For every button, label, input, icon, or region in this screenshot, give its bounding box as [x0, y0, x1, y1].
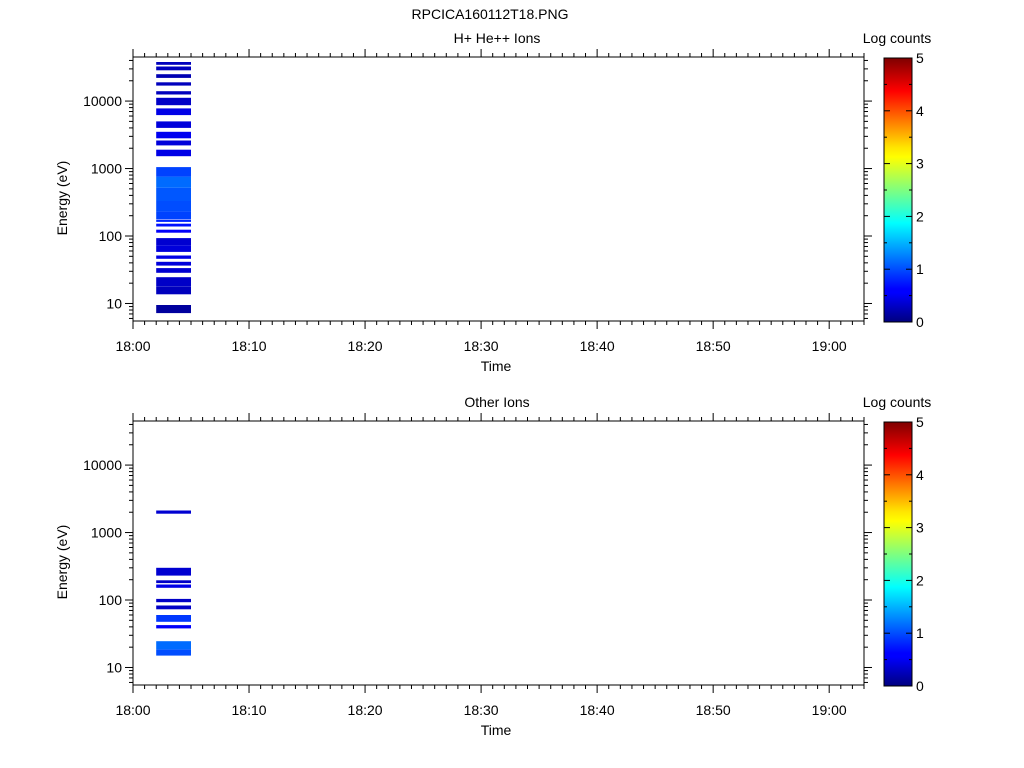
colorbar-tick-label: 0 — [916, 314, 924, 330]
spectrogram-band — [156, 67, 191, 71]
colorbar-gradient — [884, 58, 912, 322]
panel-title: H+ He++ Ions — [454, 30, 541, 46]
x-tick-label: 18:30 — [464, 338, 499, 354]
spectrogram-band — [156, 277, 191, 286]
spectrogram-band — [156, 74, 191, 78]
colorbar-tick-label: 4 — [916, 467, 924, 483]
colorbar-tick-label: 1 — [916, 625, 924, 641]
x-tick-label: 18:10 — [232, 702, 267, 718]
x-tick-label: 18:20 — [348, 338, 383, 354]
spectrogram-band — [156, 245, 191, 252]
y-tick-label: 10 — [106, 659, 122, 675]
spectrogram-band — [156, 238, 191, 245]
spectrogram-bands — [156, 511, 191, 656]
spectrogram-band — [156, 580, 191, 583]
x-tick-label: 18:40 — [580, 338, 615, 354]
spectrogram-band — [156, 201, 191, 212]
panel-title: Other Ions — [464, 394, 529, 410]
spectrogram-band — [156, 91, 191, 94]
spectrogram-band — [156, 224, 191, 227]
spectrogram-bands — [156, 62, 191, 313]
spectrogram-band — [156, 62, 191, 65]
plot-frame — [133, 421, 864, 685]
colorbar-tick-label: 5 — [916, 414, 924, 430]
y-tick-label: 100 — [99, 592, 123, 608]
colorbar-tick-label: 0 — [916, 678, 924, 694]
spectrogram-band — [156, 650, 191, 656]
spectrogram-band — [156, 599, 191, 602]
y-tick-label: 1000 — [91, 161, 122, 177]
spectrogram-band — [156, 82, 191, 85]
spectrogram-band — [156, 262, 191, 266]
y-axis: 10 100 1000 10000 — [83, 424, 872, 682]
x-tick-label: 18:20 — [348, 702, 383, 718]
colorbar-tick-label: 2 — [916, 572, 924, 588]
y-tick-label: 10 — [106, 295, 122, 311]
spectrogram-band — [156, 98, 191, 105]
x-tick-label: 18:50 — [696, 702, 731, 718]
spectrogram-band — [156, 167, 191, 177]
panel-other-ions: Other Ions 18:00 18:10 18:20 18:30 18:40 18:5… — [54, 394, 931, 738]
colorbar-tick-label: 2 — [916, 208, 924, 224]
spectrogram-band — [156, 615, 191, 622]
colorbar-tick-label: 3 — [916, 520, 924, 536]
spectrogram-band — [156, 568, 191, 576]
spectrogram-band — [156, 220, 191, 222]
y-tick-label: 10000 — [83, 93, 122, 109]
spectrogram-band — [156, 212, 191, 220]
x-axis-label: Time — [481, 358, 512, 374]
colorbar: Log counts 0 1 2 3 4 5 — [863, 30, 932, 330]
y-axis-label: Energy (eV) — [54, 161, 70, 236]
spectrogram-band — [156, 606, 191, 610]
spectrogram-band — [156, 268, 191, 273]
x-axis: 18:00 18:10 18:20 18:30 18:40 18:50 19:00 — [115, 49, 864, 354]
spectrogram-band — [156, 305, 191, 313]
colorbar-label: Log counts — [863, 394, 932, 410]
plot-frame — [133, 57, 864, 321]
spectrogram-band — [156, 188, 191, 201]
y-tick-label: 1000 — [91, 525, 122, 541]
colorbar-tick-label: 4 — [916, 103, 924, 119]
x-tick-label: 18:00 — [115, 338, 150, 354]
spectrogram-band — [156, 141, 191, 146]
x-axis-label: Time — [481, 722, 512, 738]
spectrogram-band — [156, 625, 191, 628]
x-tick-label: 18:30 — [464, 702, 499, 718]
spectrogram-band — [156, 585, 191, 588]
spectrogram-band — [156, 256, 191, 259]
y-axis-label: Energy (eV) — [54, 525, 70, 600]
spectrogram-band — [156, 177, 191, 188]
x-tick-label: 18:10 — [232, 338, 267, 354]
colorbar: Log counts 0 1 2 3 4 5 — [863, 394, 932, 694]
colorbar-tick-label: 1 — [916, 261, 924, 277]
x-tick-label: 19:00 — [812, 702, 847, 718]
spectrogram-band — [156, 150, 191, 157]
x-tick-label: 18:00 — [115, 702, 150, 718]
y-axis: 10 100 1000 10000 — [83, 60, 872, 318]
spectrogram-band — [156, 641, 191, 649]
y-tick-label: 100 — [99, 228, 123, 244]
x-axis: 18:00 18:10 18:20 18:30 18:40 18:50 19:00 — [115, 413, 864, 718]
spectrogram-band — [156, 511, 191, 514]
spectrogram-band — [156, 108, 191, 115]
spectrogram-band — [156, 121, 191, 128]
panel-h-he-ions: H+ He++ Ions 18:00 18:10 18:20 18:30 18:40 18… — [54, 30, 931, 374]
x-tick-label: 18:50 — [696, 338, 731, 354]
page-title: RPCICA160112T18.PNG — [412, 6, 569, 22]
colorbar-label: Log counts — [863, 30, 932, 46]
colorbar-tick-label: 3 — [916, 156, 924, 172]
spectrogram-band — [156, 230, 191, 233]
colorbar-gradient — [884, 422, 912, 686]
spectrogram-band — [156, 132, 191, 139]
x-tick-label: 19:00 — [812, 338, 847, 354]
colorbar-tick-label: 5 — [916, 50, 924, 66]
y-tick-label: 10000 — [83, 457, 122, 473]
spectrogram-band — [156, 286, 191, 294]
x-tick-label: 18:40 — [580, 702, 615, 718]
